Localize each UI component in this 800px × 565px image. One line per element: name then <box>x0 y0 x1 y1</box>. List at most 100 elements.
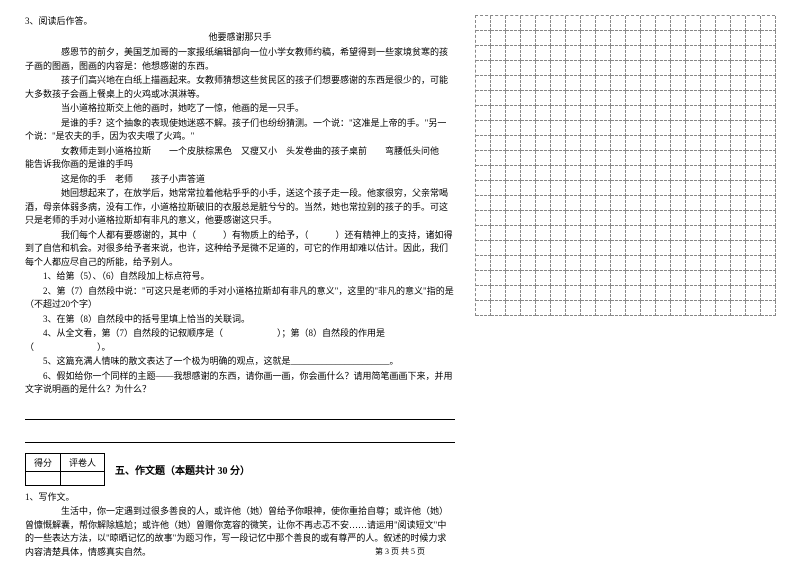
grid-cell <box>761 106 776 121</box>
grid-cell <box>656 106 671 121</box>
grid-cell <box>731 241 746 256</box>
grid-cell <box>701 271 716 286</box>
grid-cell <box>671 76 686 91</box>
grid-cell <box>716 76 731 91</box>
grader-label: 评卷人 <box>61 453 105 471</box>
grid-cell <box>491 16 506 31</box>
grid-cell <box>491 136 506 151</box>
grid-cell <box>581 151 596 166</box>
grid-cell <box>566 196 581 211</box>
grid-cell <box>596 256 611 271</box>
grid-cell <box>551 106 566 121</box>
grid-cell <box>671 61 686 76</box>
grid-cell <box>581 226 596 241</box>
grid-cell <box>671 271 686 286</box>
grid-cell <box>596 61 611 76</box>
grid-cell <box>686 76 701 91</box>
grid-cell <box>596 271 611 286</box>
grid-cell <box>626 121 641 136</box>
grid-cell <box>761 61 776 76</box>
grid-cell <box>476 256 491 271</box>
grid-cell <box>641 166 656 181</box>
grid-cell <box>671 16 686 31</box>
grid-cell <box>551 151 566 166</box>
grid-cell <box>746 151 761 166</box>
grid-cell <box>731 46 746 61</box>
grid-cell <box>581 166 596 181</box>
grid-cell <box>686 121 701 136</box>
grid-cell <box>476 226 491 241</box>
grid-cell <box>581 286 596 301</box>
grid-cell <box>701 91 716 106</box>
grid-cell <box>536 301 551 316</box>
grid-cell <box>611 106 626 121</box>
grid-cell <box>746 271 761 286</box>
grid-cell <box>716 31 731 46</box>
grid-cell <box>686 16 701 31</box>
grid-cell <box>566 121 581 136</box>
grid-cell <box>641 196 656 211</box>
grid-cell <box>716 181 731 196</box>
grid-cell <box>506 16 521 31</box>
paragraph-6: 这是你的手 老师 孩子小声答道 <box>25 173 455 187</box>
grid-cell <box>686 256 701 271</box>
grid-cell <box>746 166 761 181</box>
grid-cell <box>686 61 701 76</box>
grid-cell <box>731 16 746 31</box>
grid-cell <box>536 211 551 226</box>
grid-cell <box>716 106 731 121</box>
grid-cell <box>671 211 686 226</box>
grid-cell <box>521 91 536 106</box>
grid-cell <box>701 301 716 316</box>
grid-cell <box>506 181 521 196</box>
grid-cell <box>536 106 551 121</box>
grid-cell <box>626 16 641 31</box>
paragraph-2: 孩子们高兴地在白纸上描画起来。女教师猜想这些贫民区的孩子们想要感谢的东西是很少的… <box>25 74 455 101</box>
grid-cell <box>701 256 716 271</box>
grid-cell <box>731 286 746 301</box>
grid-cell <box>566 286 581 301</box>
grid-cell <box>551 91 566 106</box>
grid-cell <box>476 136 491 151</box>
grid-cell <box>731 226 746 241</box>
grid-cell <box>566 151 581 166</box>
grid-cell <box>731 181 746 196</box>
grid-cell <box>761 271 776 286</box>
grid-cell <box>521 241 536 256</box>
grid-cell <box>521 211 536 226</box>
grid-cell <box>701 226 716 241</box>
grid-cell <box>491 271 506 286</box>
grid-cell <box>581 136 596 151</box>
grid-cell <box>581 196 596 211</box>
grid-cell <box>476 301 491 316</box>
grid-cell <box>701 61 716 76</box>
grid-cell <box>626 181 641 196</box>
grid-cell <box>731 151 746 166</box>
grid-cell <box>566 136 581 151</box>
grid-cell <box>596 136 611 151</box>
grid-cell <box>626 226 641 241</box>
grid-cell <box>551 16 566 31</box>
paragraph-7: 她回想起来了，在放学后，她常常拉着他粘乎乎的小手，送这个孩子走一段。他家很穷，父… <box>25 187 455 228</box>
grid-cell <box>491 121 506 136</box>
grid-cell <box>671 31 686 46</box>
grid-cell <box>506 151 521 166</box>
grid-cell <box>536 46 551 61</box>
grid-cell <box>566 271 581 286</box>
grid-cell <box>611 181 626 196</box>
grid-cell <box>656 301 671 316</box>
grid-cell <box>671 181 686 196</box>
grid-cell <box>671 106 686 121</box>
grid-cell <box>521 301 536 316</box>
grid-cell <box>761 91 776 106</box>
grid-cell <box>731 91 746 106</box>
grid-cell <box>506 91 521 106</box>
grid-cell <box>566 256 581 271</box>
grid-cell <box>611 286 626 301</box>
grid-cell <box>506 241 521 256</box>
grid-cell <box>581 211 596 226</box>
grid-cell <box>701 181 716 196</box>
grid-cell <box>761 166 776 181</box>
grid-cell <box>491 286 506 301</box>
grid-cell <box>566 46 581 61</box>
